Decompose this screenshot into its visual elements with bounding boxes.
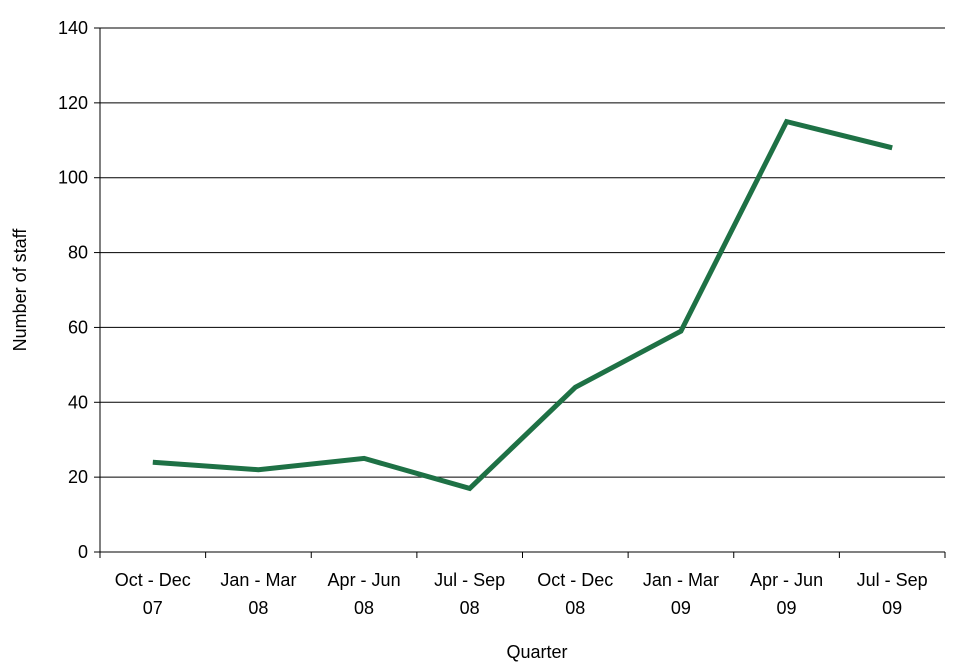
x-axis-ticks: Oct - Dec 07 Jan - Mar 08 Apr - Jun 08 Jul - S… — [99, 552, 946, 618]
y-tick-label: 20 — [68, 467, 88, 487]
y-tick-label: 60 — [68, 317, 88, 337]
x-axis-title: Quarter — [506, 642, 567, 662]
x-tick-label: Jul - Sep 09 — [857, 570, 928, 618]
x-tick-label: Jul - Sep 08 — [434, 570, 505, 618]
x-tick-label: Apr - Jun 08 — [328, 570, 401, 618]
y-axis-title: Number of staff — [10, 228, 30, 352]
x-tick-label: Jan - Mar 09 — [643, 570, 719, 618]
gridlines — [100, 27, 945, 478]
x-tick-label: Oct - Dec 07 — [115, 570, 191, 618]
y-axis-ticks: 0 20 40 60 80 100 120 140 — [58, 18, 100, 562]
y-tick-label: 0 — [78, 542, 88, 562]
x-tick-label: Oct - Dec 08 — [537, 570, 613, 618]
y-tick-label: 140 — [58, 18, 88, 38]
y-tick-label: 100 — [58, 168, 88, 188]
axes — [99, 28, 945, 553]
x-tick-label: Apr - Jun 09 — [750, 570, 823, 618]
series-group — [152, 118, 893, 492]
x-tick-label: Jan - Mar 08 — [220, 570, 296, 618]
y-tick-label: 120 — [58, 93, 88, 113]
y-tick-label: 80 — [68, 243, 88, 263]
series-line — [152, 118, 893, 492]
y-tick-label: 40 — [68, 392, 88, 412]
